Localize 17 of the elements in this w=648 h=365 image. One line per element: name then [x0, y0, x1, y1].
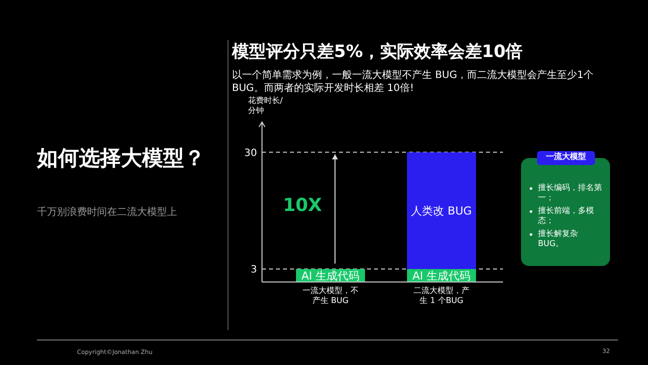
text: 如何选择大模型？ — [37, 145, 206, 172]
text: 千万别浪费时间在二流大模型上 — [37, 207, 178, 220]
chart-title: 模型评分只差5%，实际效率会差10倍 — [232, 42, 524, 64]
series-label: AI 生成代码 — [301, 270, 360, 283]
text: 擅长解复杂 BUG。 — [538, 229, 579, 249]
series-label: 人类改 BUG — [411, 204, 472, 218]
y-tick-label: 3 — [250, 264, 257, 276]
text: 擅长前端，多模态； — [538, 206, 595, 226]
text: 一流大模型 — [537, 152, 595, 162]
annotation: 10X — [283, 195, 323, 218]
chart-subtitle: 以一个简单需求为例，一般一流大模型不产生 BUG，而二流大模型会产生至少1个BUG。而两者的实际开发时长相差 10倍! — [232, 70, 594, 95]
x-tick-label: 一流大模型，不产生 BUG — [302, 286, 358, 306]
y-axis-title: 花费时长/分钟 — [248, 96, 284, 116]
text: AI 生成代码 — [412, 270, 471, 283]
x-tick-label: 二流大模型，产生 1 个BUG — [414, 286, 470, 306]
text: 擅长编码，排名第一； — [538, 183, 602, 203]
y-tick-label: 30 — [244, 148, 257, 159]
